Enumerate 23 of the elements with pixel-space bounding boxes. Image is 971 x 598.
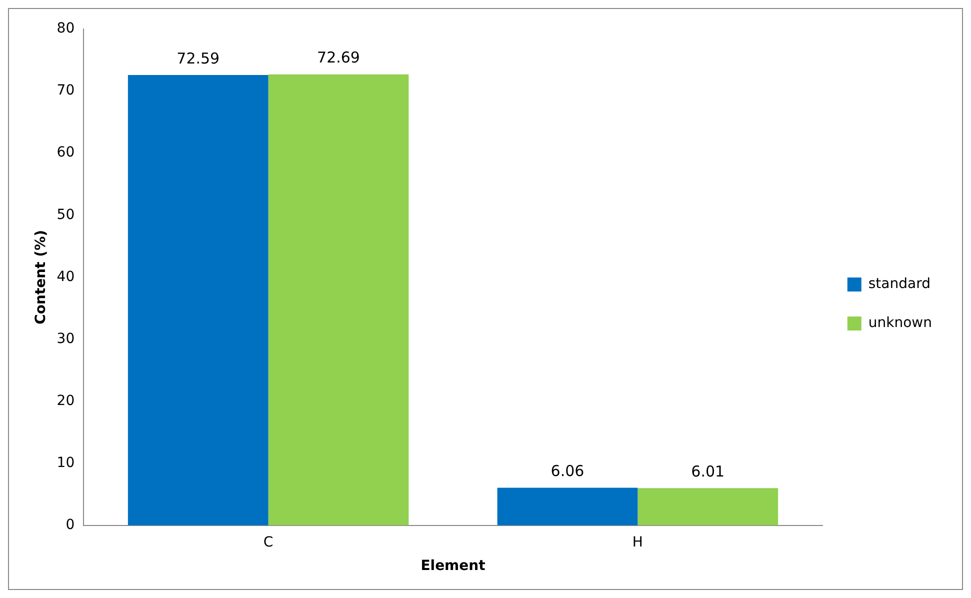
y-tick-label: 70 bbox=[56, 82, 75, 99]
y-tick-label: 0 bbox=[66, 517, 75, 534]
y-tick-label: 80 bbox=[56, 20, 75, 37]
legend-label: standard bbox=[868, 276, 930, 292]
bar bbox=[268, 74, 409, 526]
x-axis-title: Element bbox=[420, 558, 486, 574]
bar bbox=[497, 488, 638, 526]
y-tick-label: 30 bbox=[56, 330, 75, 347]
y-tick-label: 20 bbox=[56, 392, 75, 409]
y-tick-label: 10 bbox=[56, 454, 75, 471]
y-axis-title: Content (%) bbox=[33, 230, 50, 324]
legend-label: unknown bbox=[868, 315, 932, 332]
data-label: 72.59 bbox=[176, 49, 220, 68]
y-tick-label: 60 bbox=[56, 144, 75, 161]
data-label: 6.06 bbox=[550, 462, 584, 480]
x-tick-label: C bbox=[263, 534, 274, 550]
data-label: 6.01 bbox=[691, 462, 725, 480]
y-tick-label: 40 bbox=[56, 268, 75, 285]
bar bbox=[128, 74, 268, 526]
bar bbox=[638, 488, 778, 526]
x-tick-label: H bbox=[632, 534, 643, 550]
y-tick-label: 50 bbox=[56, 206, 75, 223]
data-label: 72.69 bbox=[317, 48, 360, 67]
